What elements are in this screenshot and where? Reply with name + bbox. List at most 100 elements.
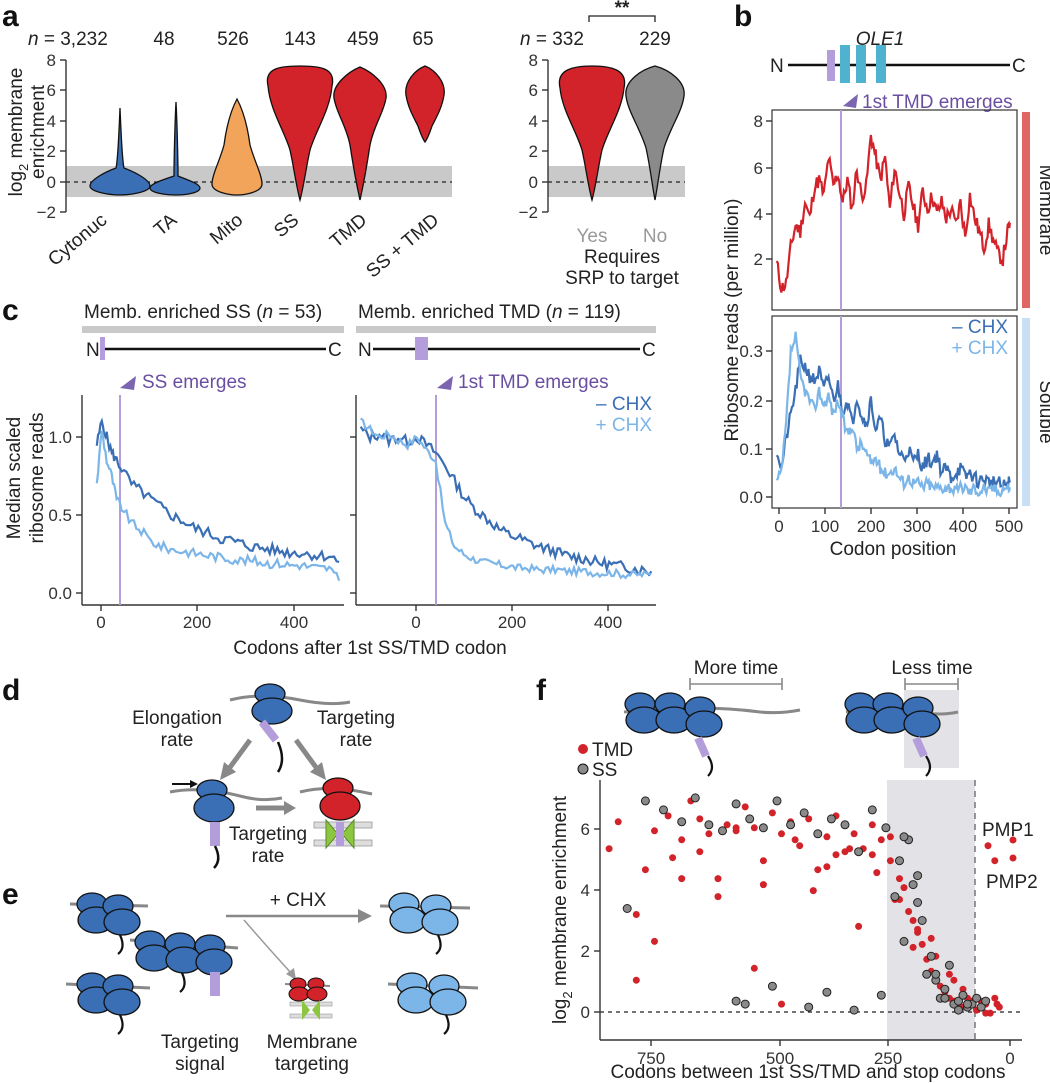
d-arrow-right: [293, 738, 321, 772]
f-point-ss: [849, 1005, 859, 1015]
c-left-header: Memb. enriched SS (n = 53): [84, 302, 322, 323]
f-pmp1-point: [1009, 836, 1017, 844]
f-point-ss: [944, 960, 954, 970]
a-n-ss: 143: [284, 29, 316, 50]
c-left-xticks: 0 200 400: [96, 605, 308, 632]
f-point-tmd: [696, 848, 704, 856]
svg-text:500: 500: [766, 1049, 794, 1068]
f-point-tmd: [823, 863, 831, 871]
f-point-tmd: [846, 845, 854, 853]
f-point-ss: [954, 996, 963, 1006]
f-point-ss: [772, 796, 782, 806]
e-chx-label: + CHX: [270, 890, 327, 911]
e-polysome-3: [65, 972, 151, 1035]
svg-text:400: 400: [949, 517, 977, 536]
c-left-ss-box: [100, 337, 105, 360]
f-point-ss: [940, 993, 950, 1003]
a-right-xlabel-2: SRP to target: [565, 268, 679, 289]
svg-text:1.0: 1.0: [48, 428, 72, 447]
e-curved-arrow: [243, 919, 293, 975]
f-point-tmd: [705, 830, 713, 838]
c-left-n: N: [86, 340, 100, 361]
c-left-yticks: 1.0 0.5 0.0: [48, 428, 82, 603]
f-point-ss: [799, 808, 809, 818]
f-point-ss: [940, 984, 950, 994]
b-top-membrane-line: [775, 134, 1011, 293]
a-n-cytonuc: n = 3,232: [28, 29, 108, 50]
c-xlabel: Codons after 1st SS/TMD codon: [233, 638, 507, 659]
f-point-ss: [740, 999, 750, 1009]
b-xticks: 0 100 200 300 400 500: [774, 508, 1023, 536]
panel-f: f More time Less time: [536, 658, 1038, 1083]
svg-text:0.0: 0.0: [48, 584, 72, 603]
e-targeting-signal-1: Targeting: [161, 1032, 239, 1053]
d-elongation-1: Elongation: [132, 708, 222, 729]
f-point-ss: [972, 993, 982, 1003]
svg-text:400: 400: [594, 613, 622, 632]
violin-srp-yes: [558, 65, 626, 203]
svg-text:log2 membrane: log2 membrane: [6, 68, 31, 197]
panel-a-ylabel-rest: membrane: [6, 68, 27, 164]
d-signal-left: [210, 822, 220, 846]
b-strip-soluble: [1022, 318, 1030, 506]
f-yticks: 6 4 2 0: [581, 820, 600, 1022]
c-right-c: C: [642, 340, 656, 361]
b-legend-minus: – CHX: [952, 317, 1008, 338]
c-left-annotation: SS emerges: [142, 372, 247, 393]
a-n-tmd: 459: [347, 29, 379, 50]
f-point-tmd: [873, 869, 881, 877]
f-more-time-bracket: [689, 678, 783, 690]
f-pmp1-label: PMP1: [982, 820, 1034, 841]
f-point-tmd: [768, 809, 776, 817]
f-point-tmd: [664, 812, 672, 820]
f-point-tmd: [918, 940, 926, 948]
a-n-ss-tmd: 65: [412, 29, 433, 50]
f-point-tmd: [723, 821, 731, 829]
f-point-ss: [899, 832, 909, 842]
c-right-xticks: 0 200 400: [411, 605, 622, 632]
svg-text:0: 0: [96, 613, 105, 632]
f-point-tmd: [984, 842, 992, 850]
b-top-yticks: 8 6 4 2: [754, 112, 772, 269]
svg-text:300: 300: [903, 517, 931, 536]
panel-label-a: a: [2, 0, 19, 33]
svg-text:200: 200: [183, 613, 211, 632]
b-tmd-box-2: [856, 45, 866, 83]
f-point-tmd: [605, 845, 613, 853]
violin-ta: [149, 101, 201, 196]
svg-text:100: 100: [811, 517, 839, 536]
f-point-ss: [745, 814, 755, 824]
a-ytick-4: 4: [47, 112, 56, 131]
f-point-ss: [922, 969, 932, 979]
f-point-ss: [867, 805, 877, 815]
panel-a-ylabel-line2: enrichment: [28, 84, 49, 179]
f-pmp2-point: [1009, 854, 1017, 862]
svg-text:2: 2: [754, 250, 763, 269]
f-ribosomes-less: [844, 692, 959, 777]
c-legend-plus: + CHX: [596, 415, 653, 436]
f-point-ss: [840, 820, 850, 830]
c-right-header-bar: [356, 326, 656, 333]
a-ytick-2: 2: [47, 142, 56, 161]
d-targeting-2: rate: [340, 730, 373, 751]
svg-text:0.5: 0.5: [48, 506, 72, 525]
f-point-ss: [926, 951, 936, 961]
b-strip-membrane-label: Membrane: [1035, 165, 1050, 256]
panel-d: d Elongation rate Targeting rate: [2, 674, 395, 869]
f-point-ss: [659, 805, 668, 815]
d-targeting-mid-1: Targeting: [229, 824, 307, 845]
f-point-tmd: [886, 833, 894, 841]
a-ytick-minus2: −2: [37, 203, 56, 222]
c-left-c: C: [328, 340, 342, 361]
svg-text:log2 membrane enrichment: log2 membrane enrichment: [550, 795, 575, 1024]
f-point-tmd: [632, 976, 640, 984]
a-ytick-0: 0: [47, 173, 56, 192]
f-point-ss: [813, 829, 823, 839]
f-point-tmd: [741, 803, 749, 811]
panel-label-e: e: [2, 878, 19, 911]
f-point-tmd: [855, 922, 863, 930]
svg-text:0: 0: [1005, 1049, 1014, 1068]
f-xticks: 750 500 250 0: [637, 1040, 1015, 1068]
b-signal-box: [827, 50, 835, 81]
